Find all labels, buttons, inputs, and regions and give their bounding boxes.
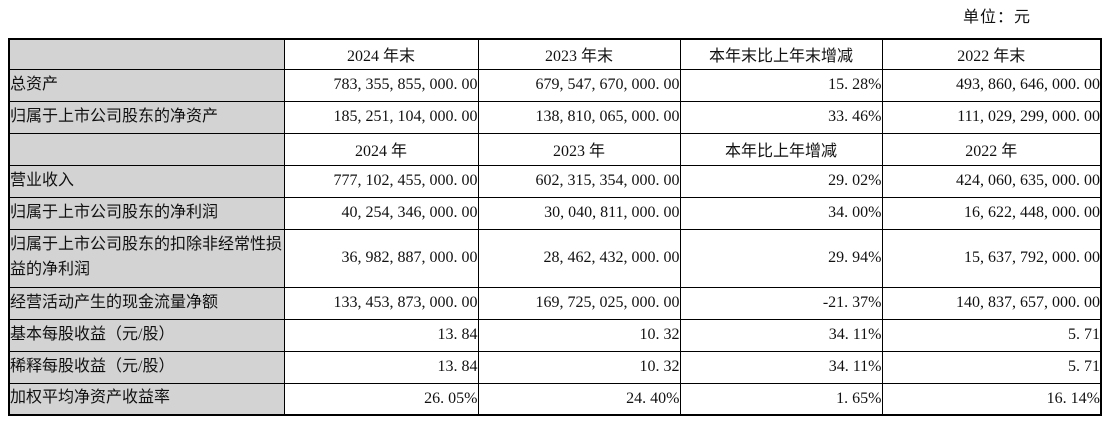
cell-value: 30, 040, 811, 000. 00	[477, 196, 681, 230]
cell-value: 34. 00%	[679, 196, 883, 230]
row-label: 归属于上市公司股东的净利润	[8, 196, 285, 230]
cell-value: 185, 251, 104, 000. 00	[283, 100, 479, 134]
header-blank-cell	[8, 38, 285, 70]
cell-value: 24. 40%	[477, 382, 681, 416]
cell-value: 783, 355, 855, 000. 00	[283, 68, 479, 102]
table-row-diluted-eps: 稀释每股收益（元/股） 13. 84 10. 32 34. 11% 5. 71	[8, 350, 1102, 384]
cell-value: 16, 622, 448, 000. 00	[881, 196, 1102, 230]
column-header-2022-year: 2022 年	[881, 132, 1102, 166]
table-row-basic-eps: 基本每股收益（元/股） 13. 84 10. 32 34. 11% 5. 71	[8, 318, 1102, 352]
cell-value: 34. 11%	[679, 350, 883, 384]
table-row-net-profit: 归属于上市公司股东的净利润 40, 254, 346, 000. 00 30, …	[8, 196, 1102, 230]
cell-value: 40, 254, 346, 000. 00	[283, 196, 479, 230]
row-label: 经营活动产生的现金流量净额	[8, 286, 285, 320]
table-row-total-assets: 总资产 783, 355, 855, 000. 00 679, 547, 670…	[8, 68, 1102, 102]
cell-value: 26. 05%	[283, 382, 479, 416]
cell-value: 5. 71	[881, 318, 1102, 352]
cell-value: 111, 029, 299, 000. 00	[881, 100, 1102, 134]
row-label: 营业收入	[8, 164, 285, 198]
table-row-net-profit-excl-nonrecurring: 归属于上市公司股东的扣除非经常性损益的净利润 36, 982, 887, 000…	[8, 228, 1102, 288]
cell-value: 602, 315, 354, 000. 00	[477, 164, 681, 198]
cell-value: 10. 32	[477, 318, 681, 352]
cell-value: 13. 84	[283, 350, 479, 384]
cell-value: 777, 102, 455, 000. 00	[283, 164, 479, 198]
cell-value: 15. 28%	[679, 68, 883, 102]
cell-value: 33. 46%	[679, 100, 883, 134]
cell-value: 16. 14%	[881, 382, 1102, 416]
table-row-weighted-avg-roe: 加权平均净资产收益率 26. 05% 24. 40% 1. 65% 16. 14…	[8, 382, 1102, 416]
table-row-revenue: 营业收入 777, 102, 455, 000. 00 602, 315, 35…	[8, 164, 1102, 198]
column-header-2022-year-end: 2022 年末	[881, 38, 1102, 70]
unit-label: 单位：元	[962, 9, 1031, 26]
row-label: 归属于上市公司股东的净资产	[8, 100, 285, 134]
header-row-year-end: 2024 年末 2023 年末 本年末比上年末增减 2022 年末	[8, 38, 1102, 70]
row-label: 加权平均净资产收益率	[8, 382, 285, 416]
cell-value: 140, 837, 657, 000. 00	[881, 286, 1102, 320]
header-blank-cell	[8, 132, 285, 166]
cell-value: 5. 71	[881, 350, 1102, 384]
cell-value: 34. 11%	[679, 318, 883, 352]
table-row-operating-cash-flow: 经营活动产生的现金流量净额 133, 453, 873, 000. 00 169…	[8, 286, 1102, 320]
column-header-2023-year: 2023 年	[477, 132, 681, 166]
cell-value: 493, 860, 646, 000. 00	[881, 68, 1102, 102]
cell-value: 10. 32	[477, 350, 681, 384]
header-row-year: 2024 年 2023 年 本年比上年增减 2022 年	[8, 132, 1102, 166]
cell-value: 169, 725, 025, 000. 00	[477, 286, 681, 320]
cell-value: 36, 982, 887, 000. 00	[283, 228, 479, 288]
column-header-yoy-change-year: 本年比上年增减	[679, 132, 883, 166]
cell-value: 29. 94%	[679, 228, 883, 288]
cell-value: 133, 453, 873, 000. 00	[283, 286, 479, 320]
cell-value: 679, 547, 670, 000. 00	[477, 68, 681, 102]
table-row-net-assets: 归属于上市公司股东的净资产 185, 251, 104, 000. 00 138…	[8, 100, 1102, 134]
cell-value: 424, 060, 635, 000. 00	[881, 164, 1102, 198]
row-label: 稀释每股收益（元/股）	[8, 350, 285, 384]
row-label: 基本每股收益（元/股）	[8, 318, 285, 352]
column-header-2023-year-end: 2023 年末	[477, 38, 681, 70]
cell-value: 28, 462, 432, 000. 00	[477, 228, 681, 288]
cell-value: 1. 65%	[679, 382, 883, 416]
column-header-2024-year: 2024 年	[283, 132, 479, 166]
column-header-yoy-change-year-end: 本年末比上年末增减	[679, 38, 883, 70]
column-header-2024-year-end: 2024 年末	[283, 38, 479, 70]
cell-value: 13. 84	[283, 318, 479, 352]
cell-value: -21. 37%	[679, 286, 883, 320]
cell-value: 138, 810, 065, 000. 00	[477, 100, 681, 134]
cell-value: 15, 637, 792, 000. 00	[881, 228, 1102, 288]
cell-value: 29. 02%	[679, 164, 883, 198]
financial-summary-table: 2024 年末 2023 年末 本年末比上年末增减 2022 年末 总资产 78…	[8, 38, 1102, 416]
row-label: 总资产	[8, 68, 285, 102]
row-label: 归属于上市公司股东的扣除非经常性损益的净利润	[8, 228, 285, 288]
